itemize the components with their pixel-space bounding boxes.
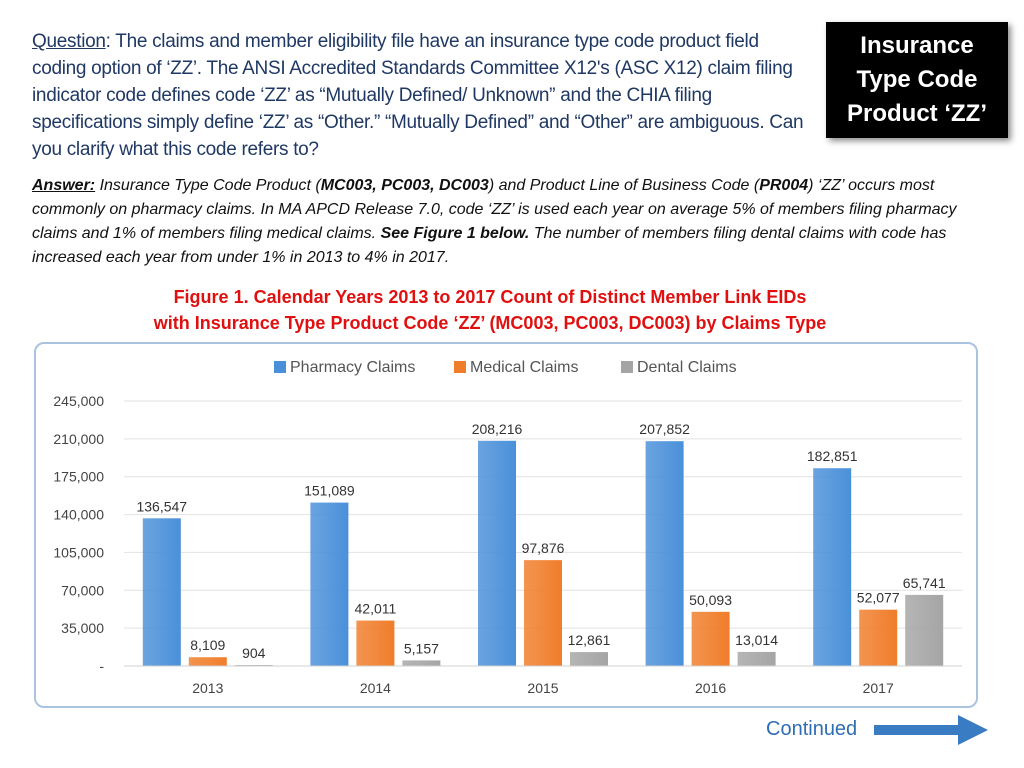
continued-link[interactable]: Continued — [766, 718, 858, 740]
data-label: 136,547 — [136, 498, 187, 514]
bar-chart: - 35,000 70,000 105,000 140,000 175,000 210,00… — [53, 359, 962, 696]
x-tick-label: 2017 — [863, 680, 894, 696]
answer-see-figure: See Figure 1 below. — [380, 225, 530, 242]
bar-pharmacy-claims — [478, 440, 516, 666]
y-tick-label: - — [99, 658, 104, 674]
y-tick-label: 245,000 — [53, 393, 104, 409]
data-label: 42,011 — [355, 601, 397, 617]
answer-part-3: ) ‘ZZ’ occurs most commonly on pharmacy … — [32, 177, 957, 242]
x-tick-label: 2014 — [360, 680, 391, 696]
bar-pharmacy-claims — [142, 518, 181, 666]
bar-medical-claims — [356, 620, 395, 666]
bar-pharmacy-claims — [645, 441, 684, 666]
figure-title: Figure 1. Calendar Years 2013 to 2017 Co… — [0, 284, 980, 336]
y-tick-label: 140,000 — [53, 507, 104, 523]
badge-line-2: Type Code — [856, 66, 978, 93]
data-label: 5,157 — [404, 640, 439, 656]
x-tick-label: 2016 — [695, 680, 726, 696]
legend-swatch — [454, 361, 466, 373]
figure-title-line-1: Figure 1. Calendar Years 2013 to 2017 Co… — [173, 287, 807, 307]
arrow-shape — [874, 715, 988, 745]
bar-dental-claims — [402, 660, 441, 666]
badge-line-1: Insurance — [860, 32, 974, 59]
bar-medical-claims — [188, 657, 227, 666]
badge-line-3: Product ‘ZZ’ — [847, 100, 987, 127]
question-label: Question — [32, 31, 106, 52]
figure-title-line-2: with Insurance Type Product Code ‘ZZ’ (M… — [153, 313, 827, 333]
y-tick-label: 210,000 — [53, 431, 104, 447]
insurance-type-code-badge: Insurance Type Code Product ‘ZZ’ — [826, 22, 1008, 138]
bar-pharmacy-claims — [813, 468, 852, 666]
chart-frame: - 35,000 70,000 105,000 140,000 175,000 210,00… — [34, 342, 978, 708]
y-tick-label: 105,000 — [53, 544, 104, 560]
data-label: 207,852 — [639, 421, 690, 437]
answer-part-4: The number of members filing dental clai… — [32, 225, 947, 266]
data-label: 12,861 — [568, 632, 611, 648]
right-arrow-icon[interactable] — [874, 714, 990, 746]
answer-codes-2: PR004 — [759, 177, 809, 194]
y-tick-label: 175,000 — [53, 469, 104, 485]
data-label: 50,093 — [689, 592, 732, 608]
answer-text: Answer: Insurance Type Code Product (MC0… — [32, 174, 992, 270]
answer-codes-1: MC003, PC003, DC003 — [320, 177, 489, 194]
data-label: 182,851 — [807, 448, 858, 464]
bar-dental-claims — [737, 651, 776, 666]
y-tick-label: 35,000 — [61, 620, 104, 636]
answer-part-2: ) and Product Line of Business Code ( — [488, 177, 760, 194]
bar-medical-claims — [859, 609, 898, 666]
legend-swatch — [274, 361, 286, 373]
data-label: 52,077 — [857, 590, 900, 606]
bar-dental-claims — [570, 652, 608, 666]
answer-label: Answer: — [32, 177, 96, 194]
legend-label: Medical Claims — [470, 359, 578, 376]
data-label: 8,109 — [190, 637, 225, 653]
data-label: 208,216 — [472, 421, 523, 437]
y-tick-label: 70,000 — [61, 582, 104, 598]
data-label: 13,014 — [735, 632, 778, 648]
data-label: 151,089 — [304, 483, 355, 499]
x-tick-label: 2013 — [192, 680, 223, 696]
data-label: 65,741 — [903, 575, 946, 591]
data-label: 904 — [242, 645, 266, 661]
bar-medical-claims — [524, 560, 562, 666]
answer-part-1: Insurance Type Code Product ( — [95, 177, 321, 194]
legend-swatch — [621, 361, 633, 373]
data-label: 97,876 — [522, 540, 565, 556]
bar-pharmacy-claims — [310, 502, 349, 666]
x-tick-label: 2015 — [527, 680, 558, 696]
bar-dental-claims — [905, 594, 944, 666]
question-text: Question: The claims and member eligibil… — [32, 28, 812, 163]
legend-label: Dental Claims — [637, 359, 737, 376]
bar-medical-claims — [691, 611, 730, 666]
legend-label: Pharmacy Claims — [290, 359, 415, 376]
question-body: : The claims and member eligibility file… — [32, 31, 804, 160]
